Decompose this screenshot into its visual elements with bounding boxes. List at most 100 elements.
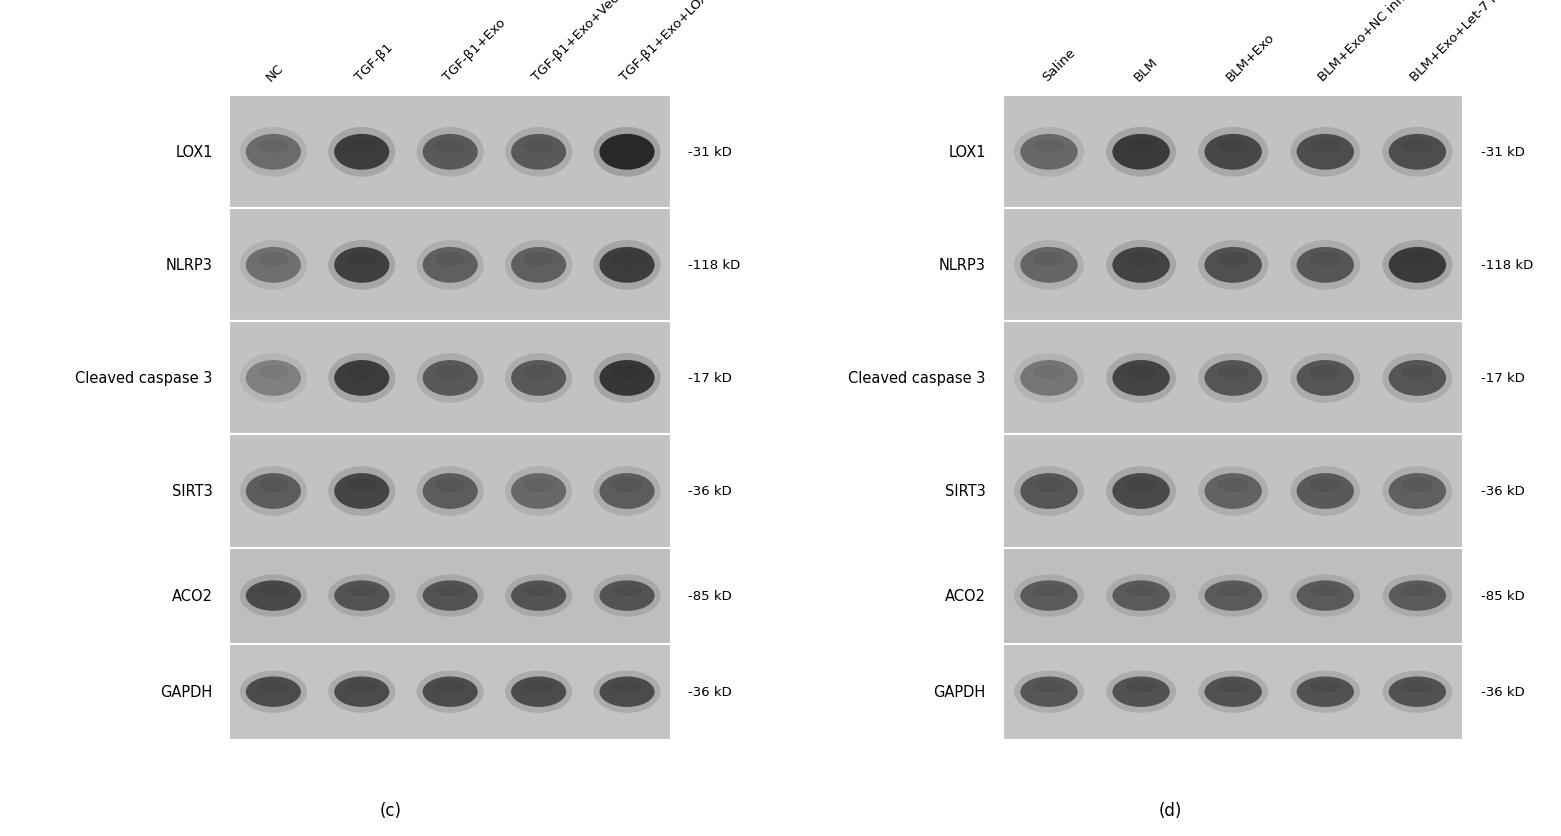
Ellipse shape (506, 128, 573, 177)
Ellipse shape (1383, 354, 1452, 403)
Ellipse shape (599, 360, 654, 396)
Ellipse shape (1310, 478, 1341, 492)
Bar (1002, 644, 1463, 740)
Ellipse shape (1297, 473, 1353, 509)
Bar (229, 322, 671, 435)
Ellipse shape (1291, 128, 1360, 177)
Text: TGF-β1: TGF-β1 (353, 41, 395, 84)
Ellipse shape (523, 365, 554, 380)
Bar (1002, 548, 1463, 644)
Ellipse shape (334, 247, 389, 283)
Ellipse shape (1297, 135, 1353, 171)
Ellipse shape (258, 365, 289, 380)
Ellipse shape (1021, 473, 1077, 509)
Text: (d): (d) (1160, 801, 1182, 819)
Text: -17 kD: -17 kD (688, 372, 732, 385)
Ellipse shape (258, 140, 289, 154)
Ellipse shape (510, 473, 567, 509)
Ellipse shape (510, 676, 567, 707)
Ellipse shape (1291, 354, 1360, 403)
Ellipse shape (240, 575, 308, 617)
Ellipse shape (1205, 581, 1261, 611)
Ellipse shape (1107, 241, 1175, 290)
Bar (1002, 322, 1463, 435)
Ellipse shape (1297, 676, 1353, 707)
Ellipse shape (1015, 575, 1083, 617)
Ellipse shape (1402, 365, 1433, 380)
Ellipse shape (328, 575, 395, 617)
Ellipse shape (593, 241, 660, 290)
Ellipse shape (245, 135, 301, 171)
Ellipse shape (328, 354, 395, 403)
Ellipse shape (510, 360, 567, 396)
Ellipse shape (523, 478, 554, 492)
Ellipse shape (1291, 670, 1360, 713)
Ellipse shape (423, 581, 478, 611)
Ellipse shape (1205, 473, 1261, 509)
Ellipse shape (1389, 135, 1445, 171)
Ellipse shape (612, 681, 642, 693)
Ellipse shape (436, 681, 465, 693)
Ellipse shape (1218, 585, 1249, 597)
Ellipse shape (1291, 466, 1360, 517)
Ellipse shape (328, 466, 395, 517)
Text: SIRT3: SIRT3 (944, 484, 987, 499)
Text: GAPDH: GAPDH (933, 685, 987, 700)
Ellipse shape (334, 135, 389, 171)
Ellipse shape (599, 676, 654, 707)
Ellipse shape (347, 252, 376, 267)
Ellipse shape (1113, 135, 1169, 171)
Ellipse shape (245, 676, 301, 707)
Ellipse shape (1199, 670, 1268, 713)
Ellipse shape (423, 676, 478, 707)
Ellipse shape (1297, 581, 1353, 611)
Ellipse shape (1205, 360, 1261, 396)
Ellipse shape (417, 575, 484, 617)
Ellipse shape (1021, 247, 1077, 283)
Ellipse shape (1310, 252, 1341, 267)
Ellipse shape (347, 681, 376, 693)
Ellipse shape (436, 140, 465, 154)
Ellipse shape (1199, 575, 1268, 617)
Ellipse shape (599, 135, 654, 171)
Ellipse shape (1125, 478, 1157, 492)
Ellipse shape (523, 140, 554, 154)
Text: LOX1: LOX1 (175, 145, 212, 161)
Ellipse shape (1015, 354, 1083, 403)
Ellipse shape (523, 681, 554, 693)
Text: TGF-β1+Exo+Vector: TGF-β1+Exo+Vector (529, 0, 635, 84)
Ellipse shape (1383, 241, 1452, 290)
Ellipse shape (599, 247, 654, 283)
Ellipse shape (1402, 252, 1433, 267)
Text: (c): (c) (379, 801, 401, 819)
Ellipse shape (423, 135, 478, 171)
Ellipse shape (240, 670, 308, 713)
Ellipse shape (240, 128, 308, 177)
Text: GAPDH: GAPDH (161, 685, 212, 700)
Ellipse shape (245, 473, 301, 509)
Ellipse shape (417, 354, 484, 403)
Ellipse shape (347, 478, 376, 492)
Ellipse shape (1291, 241, 1360, 290)
Text: NLRP3: NLRP3 (938, 258, 987, 273)
Ellipse shape (1033, 252, 1065, 267)
Ellipse shape (599, 581, 654, 611)
Ellipse shape (1015, 466, 1083, 517)
Ellipse shape (347, 140, 376, 154)
Ellipse shape (1383, 466, 1452, 517)
Text: ACO2: ACO2 (944, 589, 987, 604)
Ellipse shape (1383, 128, 1452, 177)
Ellipse shape (593, 128, 660, 177)
Ellipse shape (523, 252, 554, 267)
Ellipse shape (240, 241, 308, 290)
Ellipse shape (1015, 670, 1083, 713)
Ellipse shape (1297, 247, 1353, 283)
Ellipse shape (593, 670, 660, 713)
Ellipse shape (1021, 676, 1077, 707)
Ellipse shape (1199, 466, 1268, 517)
Ellipse shape (523, 585, 554, 597)
Ellipse shape (1113, 676, 1169, 707)
Ellipse shape (1218, 252, 1249, 267)
Ellipse shape (1291, 575, 1360, 617)
Ellipse shape (423, 247, 478, 283)
